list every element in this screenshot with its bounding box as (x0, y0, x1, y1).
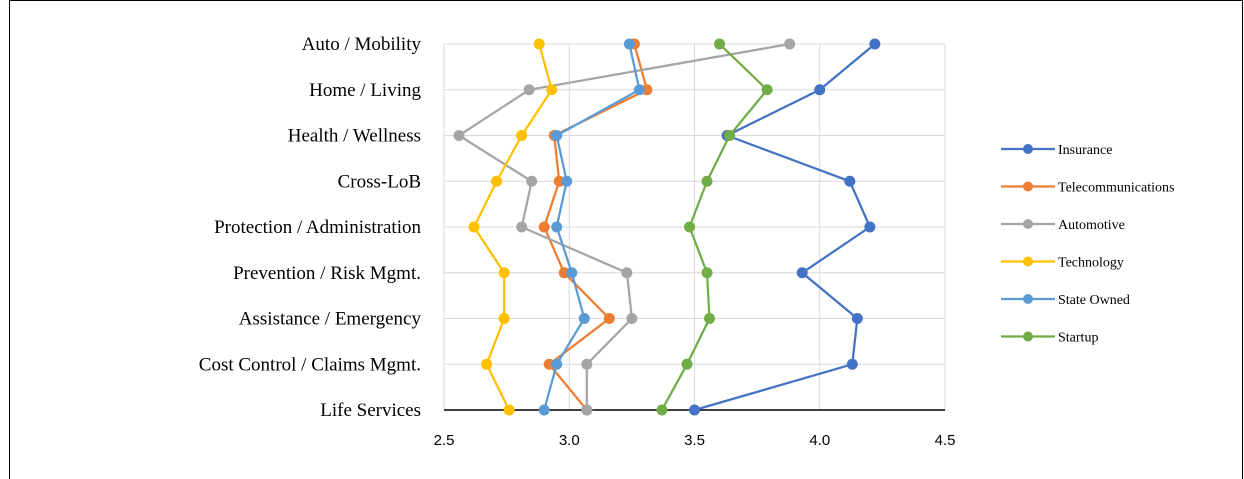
data-point (566, 267, 578, 279)
data-point (851, 313, 863, 324)
data-point (724, 130, 736, 141)
category-label: Cross-LoB (338, 171, 421, 192)
data-point (578, 313, 590, 324)
data-point (526, 175, 538, 187)
legend-marker (1023, 294, 1033, 304)
data-point (784, 38, 796, 50)
data-point (551, 358, 563, 370)
data-point (553, 175, 565, 187)
legend-item: Startup (1001, 331, 1098, 346)
category-label: Life Services (320, 400, 421, 421)
data-point (543, 358, 555, 370)
data-point (683, 221, 695, 233)
data-point (869, 38, 881, 50)
data-point (558, 267, 570, 279)
data-point (561, 175, 573, 187)
legend: Insurance Telecommunications Automotive Tec… (1001, 143, 1174, 346)
category-label: Protection / Administration (214, 217, 421, 238)
legend-item: Technology (1001, 256, 1124, 271)
data-point (701, 175, 713, 187)
data-point (498, 267, 510, 279)
legend-item: Automotive (1001, 218, 1125, 233)
data-point (626, 313, 638, 324)
data-point (814, 84, 826, 96)
data-point (538, 404, 550, 416)
series-lines (453, 38, 881, 416)
data-point (551, 221, 563, 233)
legend-marker (1023, 144, 1033, 154)
x-tick-label: 4.5 (935, 432, 956, 449)
x-tick-label: 3.5 (684, 432, 705, 449)
data-point (623, 38, 635, 50)
legend-marker (1023, 331, 1033, 342)
data-point (621, 267, 633, 279)
legend-marker (1023, 181, 1033, 192)
x-tick-labels: 2.5 3.0 3.5 4.0 4.5 (434, 432, 956, 449)
x-tick-label: 2.5 (434, 432, 455, 449)
category-label: Assistance / Emergency (239, 309, 422, 330)
legend-item: Insurance (1001, 143, 1112, 158)
series-state-owned (538, 38, 645, 416)
category-label: Home / Living (309, 80, 421, 101)
data-point (581, 404, 593, 416)
data-point (689, 404, 700, 416)
data-point (714, 38, 726, 50)
data-point (503, 404, 515, 416)
legend-label: State Owned (1058, 293, 1130, 308)
data-point (516, 221, 528, 233)
data-point (761, 84, 773, 96)
data-point (603, 313, 615, 324)
data-point (453, 130, 465, 141)
data-point (498, 313, 510, 324)
category-labels: Auto / Mobility Home / Living Health / Wel… (199, 34, 422, 421)
data-point (656, 404, 668, 416)
data-point (701, 267, 713, 279)
series-automotive (453, 38, 796, 416)
series-insurance (689, 38, 881, 416)
data-point (468, 221, 480, 233)
data-point (491, 175, 503, 187)
data-point (633, 84, 645, 96)
data-point (516, 130, 528, 141)
category-label: Cost Control / Claims Mgmt. (199, 354, 421, 375)
chart-frame (9, 0, 1243, 479)
category-label: Health / Wellness (288, 126, 421, 147)
legend-label: Technology (1058, 256, 1124, 271)
legend-label: Startup (1058, 331, 1098, 346)
category-label: Prevention / Risk Mgmt. (233, 263, 421, 284)
series-technology (468, 38, 558, 416)
x-tick-label: 3.0 (559, 432, 580, 449)
legend-item: Telecommunications (1001, 181, 1174, 196)
legend-label: Telecommunications (1058, 181, 1174, 196)
data-point (533, 38, 545, 50)
data-point (546, 84, 558, 96)
data-point (704, 313, 716, 324)
category-label: Auto / Mobility (302, 34, 422, 55)
legend-marker (1023, 256, 1033, 267)
data-point (538, 221, 550, 233)
legend-label: Automotive (1058, 218, 1125, 233)
data-point (523, 84, 535, 96)
data-point (864, 221, 876, 233)
data-point (481, 358, 493, 370)
data-point (681, 358, 693, 370)
data-point (844, 175, 856, 187)
legend-marker (1023, 219, 1033, 229)
data-point (796, 267, 808, 279)
x-tick-label: 4.0 (809, 432, 830, 449)
data-point (846, 358, 858, 370)
data-point (581, 358, 593, 370)
data-point (551, 130, 563, 141)
legend-label: Insurance (1058, 143, 1112, 158)
legend-item: State Owned (1001, 293, 1130, 308)
series-startup (656, 38, 773, 416)
data-point (641, 84, 653, 96)
